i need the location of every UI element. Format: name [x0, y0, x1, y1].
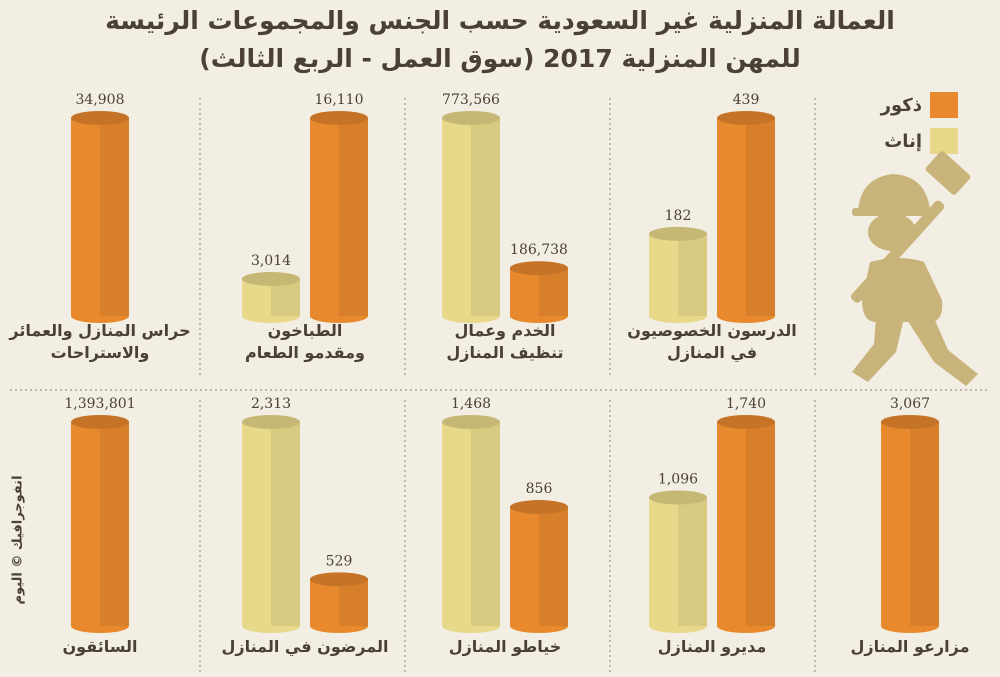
bar-male: [71, 111, 129, 323]
data-label-female: 3,014: [251, 253, 291, 269]
category-label: الدرسون الخصوصيون: [627, 321, 796, 340]
bar-female: [649, 226, 707, 323]
category-label: الطباخون: [268, 321, 343, 340]
bar-female: [242, 271, 300, 323]
bar-male: [717, 415, 775, 633]
category-label: ومقدمو الطعام: [245, 343, 365, 362]
bar-male: [717, 111, 775, 323]
category-label: والاستراحات: [51, 343, 150, 362]
bars-layer: [71, 111, 939, 633]
labels-layer: 34,908 حراس المنازل والعمائر والاستراحات 3,…: [8, 92, 969, 657]
category-label: الخدم وعمال: [454, 321, 555, 340]
bar-female: [242, 415, 300, 633]
data-label-male: 3,067: [890, 396, 930, 412]
data-label-male: 1,740: [726, 396, 766, 412]
worker-hammer-icon: [851, 151, 978, 386]
chart-title-line2: للمهن المنزلية 2017 (سوق العمل - الربع ا…: [199, 44, 801, 73]
legend-swatch-male: [930, 92, 958, 118]
data-label-male: 1,393,801: [64, 396, 135, 412]
credit-label: انفوجرافيك © اليوم: [10, 475, 26, 605]
data-label-female: 773,566: [442, 92, 500, 108]
category-label: السائقون: [63, 637, 138, 656]
bar-female: [442, 111, 500, 323]
data-label-female: 1,096: [658, 472, 698, 488]
data-label-male: 529: [326, 553, 353, 569]
category-label: المرضون في المنازل: [222, 637, 389, 657]
bar-male: [310, 572, 368, 633]
bar-male: [510, 261, 568, 323]
data-label-female: 2,313: [251, 396, 291, 412]
category-label: في المنازل: [667, 343, 757, 363]
bar-male: [310, 111, 368, 323]
data-label-male: 439: [733, 92, 760, 108]
panel-dividers: [10, 98, 990, 672]
legend-label-female: إناث: [884, 131, 922, 152]
data-label-male: 856: [526, 481, 553, 497]
legend: ذكور إناث: [880, 92, 958, 154]
category-label: خياطو المنازل: [449, 637, 562, 656]
bar-female: [649, 490, 707, 633]
category-label: مزارعو المنازل: [851, 637, 970, 656]
data-label-female: 1,468: [451, 396, 491, 412]
category-label: حراس المنازل والعمائر: [8, 321, 190, 340]
bar-male: [71, 415, 129, 633]
data-label-male: 16,110: [315, 92, 364, 108]
chart-title-line1: العمالة المنزلية غير السعودية حسب الجنس …: [105, 6, 895, 35]
legend-swatch-female: [930, 128, 958, 154]
bar-female: [442, 415, 500, 633]
legend-label-male: ذكور: [880, 95, 922, 116]
category-label: مديرو المنازل: [658, 637, 766, 656]
bar-male: [510, 500, 568, 633]
category-label: تنظيف المنازل: [446, 343, 563, 362]
data-label-male: 34,908: [76, 92, 125, 108]
data-label-male: 186,738: [510, 242, 568, 258]
bar-male: [881, 415, 939, 633]
data-label-female: 182: [665, 208, 692, 224]
